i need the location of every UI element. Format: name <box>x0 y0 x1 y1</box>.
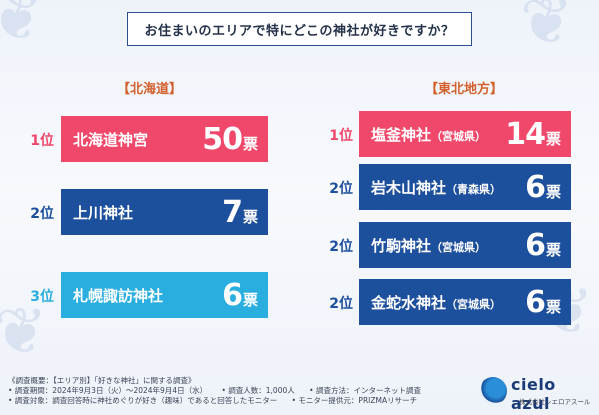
shrine-name: 北海道神宮 <box>73 130 149 149</box>
rank-label: 2位 <box>329 239 353 255</box>
vote-unit: 票 <box>242 207 258 226</box>
vote-unit: 票 <box>545 240 561 259</box>
vote-unit: 票 <box>545 182 561 201</box>
vote-count: 14 票 <box>505 117 561 152</box>
vote-value: 50 <box>202 121 243 157</box>
ranking-bar: 北海道神宮 50 票 <box>61 116 268 162</box>
prefecture-label: （宮城県） <box>446 297 502 311</box>
logo-brand: cielo azul <box>511 375 556 413</box>
survey-respondents: • 調査人数：1,000人 <box>221 386 295 395</box>
shrine-name: 金蛇水神社（宮城県） <box>371 293 502 312</box>
shrine-name: 札幌諏訪神社 <box>73 286 164 305</box>
ranking-bar: 札幌諏訪神社 6 票 <box>61 272 268 318</box>
survey-method: • 調査方法：インターネット調査 <box>309 386 421 395</box>
shrine-name: 上川神社 <box>73 203 134 222</box>
region-label-hokkaido: 【北海道】 <box>117 82 183 97</box>
vote-value: 6 <box>525 227 546 263</box>
logo-subtitle: 株式会社シエロアスール <box>519 398 591 406</box>
vote-unit: 票 <box>242 134 258 153</box>
vote-value: 14 <box>505 116 546 152</box>
shrine-name: 岩木山神社（青森県） <box>371 178 502 197</box>
logo-mark-icon <box>479 377 507 405</box>
prefecture-label: （宮城県） <box>431 129 487 143</box>
leaf-decoration-icon: ❦ <box>520 0 574 59</box>
prefecture-label: （青森県） <box>446 182 502 196</box>
leaf-decoration-icon: ❦ <box>0 295 48 369</box>
survey-provider: • モニター提供元：PRIZMAリサーチ <box>291 396 418 405</box>
ranking-bar: 竹駒神社（宮城県） 6 票 <box>359 222 571 268</box>
vote-unit: 票 <box>242 290 258 309</box>
ranking-bar: 岩木山神社（青森県） 6 票 <box>359 164 571 210</box>
ranking-bar: 金蛇水神社（宮城県） 6 票 <box>359 279 571 325</box>
vote-value: 6 <box>222 277 243 313</box>
survey-summary: 《調査概要：【エリア別】「好きな神社」に関する調査》 <box>8 376 196 385</box>
shrine-name: 塩釜神社（宮城県） <box>371 125 487 144</box>
region-label-tohoku: 【東北地方】 <box>425 82 504 97</box>
ranking-bar: 塩釜神社（宮城県） 14 票 <box>359 111 571 157</box>
prefecture-label: （宮城県） <box>431 240 487 254</box>
rank-label: 2位 <box>329 296 353 312</box>
rank-label: 1位 <box>30 133 54 149</box>
vote-value: 6 <box>525 284 546 320</box>
ranking-bar: 上川神社 7 票 <box>61 189 268 235</box>
survey-period: • 調査期間：2024年9月3日（火）～2024年9月4日（水） <box>8 386 208 395</box>
company-logo: cielo azul 株式会社シエロアスール <box>479 375 591 413</box>
rank-label: 2位 <box>30 206 54 222</box>
survey-target: • 調査対象：調査回答時に神社めぐりが好き（趣味）であると回答したモニター <box>8 396 278 405</box>
vote-count: 50 票 <box>202 122 258 157</box>
vote-value: 6 <box>525 169 546 205</box>
leaf-decoration-icon: ❦ <box>0 0 44 55</box>
survey-footer: 《調査概要：【エリア別】「好きな神社」に関する調査》 • 調査期間：2024年9… <box>8 376 433 406</box>
question-title: お住まいのエリアで特にどこの神社が好きですか？ <box>127 12 472 46</box>
rank-label: 1位 <box>329 128 353 144</box>
shrine-name: 竹駒神社（宮城県） <box>371 236 487 255</box>
vote-unit: 票 <box>545 297 561 316</box>
rank-label: 2位 <box>329 181 353 197</box>
vote-unit: 票 <box>545 129 561 148</box>
rank-label: 3位 <box>30 289 54 305</box>
vote-value: 7 <box>222 194 243 230</box>
